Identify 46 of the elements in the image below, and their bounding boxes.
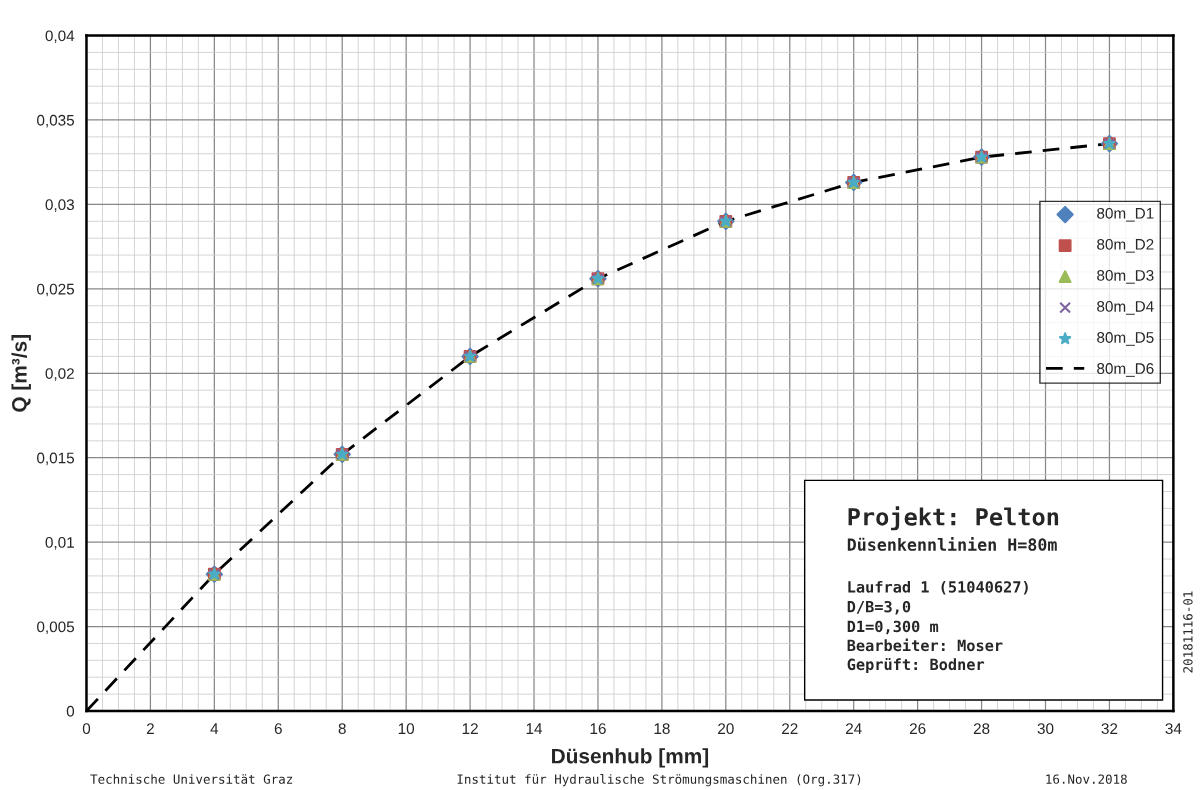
x-tick-label: 26 xyxy=(909,723,926,735)
x-tick-label: 8 xyxy=(338,723,346,735)
annotation: Bearbeiter: Moser xyxy=(847,638,1003,652)
text: 16.Nov.2018 xyxy=(1046,774,1127,784)
y-axis-title: Q [m³/s] xyxy=(11,335,31,412)
x-tick-label: 30 xyxy=(1037,723,1054,735)
text: Technische Universität Graz xyxy=(90,774,293,784)
x-tick-label: 6 xyxy=(274,723,282,735)
x-tick-label: 20 xyxy=(718,723,734,735)
x-tick-label: 16 xyxy=(590,723,606,735)
x-tick-label: 18 xyxy=(654,723,670,735)
annotation: Geprüft: Bodner xyxy=(847,658,985,674)
y-tick-label: 0,005 xyxy=(37,621,75,635)
x-tick-label: 28 xyxy=(973,723,990,735)
y-tick-label: 0,025 xyxy=(37,283,75,297)
annotation: Laufrad 1 (51040627) xyxy=(848,580,1028,595)
y-tick-label: 0,035 xyxy=(37,114,75,128)
x-tick-label: 32 xyxy=(1101,723,1118,735)
x-tick-label: 0 xyxy=(82,723,91,735)
y-tick-label: 0,015 xyxy=(37,452,75,466)
annotation: D1=0,300 m xyxy=(847,620,939,635)
legend-label: 80m_D3 xyxy=(1097,269,1154,284)
legend-label: 80m_D2 xyxy=(1097,238,1154,253)
x-tick-label: 14 xyxy=(526,723,543,734)
legend-label: 80m_D5 xyxy=(1097,332,1154,346)
legend-label: 80m_D6 xyxy=(1097,363,1154,377)
y-tick-label: 0,04 xyxy=(45,30,75,44)
x-tick-label: 34 xyxy=(1165,723,1182,735)
x-tick-label: 4 xyxy=(210,723,219,734)
legend-label: 80m_D4 xyxy=(1097,301,1154,315)
x-tick-label: 2 xyxy=(146,723,154,734)
annotation: Projekt: Pelton xyxy=(848,506,1059,531)
y-tick-label: 0,01 xyxy=(45,537,74,550)
y-tick-label: 0 xyxy=(66,705,75,717)
legend-label: 80m_D1 xyxy=(1097,207,1154,222)
annotation: Düsenkennlinien H=80m xyxy=(847,537,1057,551)
x-tick-label: 24 xyxy=(845,723,862,734)
x-tick-label: 10 xyxy=(398,723,415,735)
text: Institut für Hydraulische Strömungsmaschinen (Org.317) xyxy=(457,774,861,787)
text: 20181116-01 xyxy=(1183,591,1193,673)
x-axis-title: Düsenhub [mm] xyxy=(552,748,709,768)
x-tick-label: 22 xyxy=(782,723,798,734)
y-tick-label: 0,03 xyxy=(45,199,74,212)
annotation: D/B=3,0 xyxy=(847,600,911,615)
y-tick-label: 0,02 xyxy=(45,368,74,381)
x-tick-label: 12 xyxy=(462,723,478,734)
